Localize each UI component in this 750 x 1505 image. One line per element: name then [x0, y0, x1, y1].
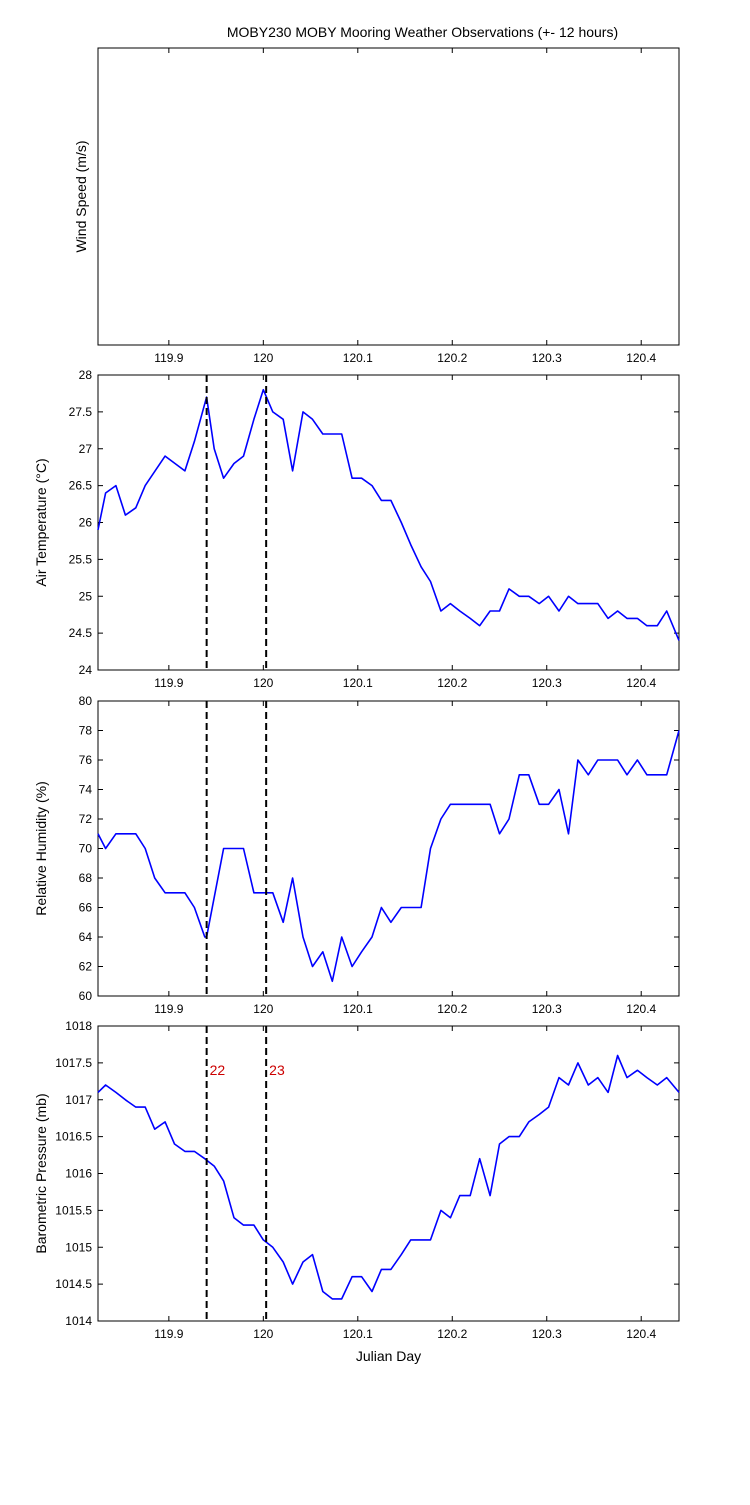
x-tick-label: 120.4	[626, 1002, 656, 1016]
y-axis-label: Relative Humidity (%)	[33, 781, 49, 916]
y-tick-label: 28	[79, 368, 93, 382]
y-axis-label: Wind Speed (m/s)	[73, 140, 89, 252]
x-axis-label: Julian Day	[356, 1348, 421, 1364]
x-tick-label: 120.4	[626, 351, 656, 365]
x-tick-label: 120	[253, 1327, 273, 1341]
x-tick-label: 120.3	[532, 1002, 562, 1016]
x-tick-label: 120.3	[532, 1327, 562, 1341]
y-tick-label: 78	[79, 724, 93, 738]
y-tick-label: 62	[79, 960, 93, 974]
y-tick-label: 66	[79, 901, 93, 915]
figure-title: MOBY230 MOBY Mooring Weather Observation…	[226, 24, 619, 40]
x-tick-label: 120	[253, 676, 273, 690]
y-tick-label: 25.5	[69, 552, 93, 566]
y-tick-label: 1018	[65, 1019, 92, 1033]
x-tick-label: 119.9	[154, 1327, 183, 1341]
y-axis-label: Air Temperature (°C)	[33, 458, 49, 586]
x-tick-label: 120	[253, 1002, 273, 1016]
y-tick-label: 1016	[65, 1167, 92, 1181]
event-marker-label: 23	[269, 1062, 285, 1078]
y-tick-label: 1014.5	[55, 1277, 92, 1291]
panel-1	[97, 47, 680, 346]
y-tick-label: 24.5	[69, 626, 93, 640]
series-line	[97, 730, 680, 983]
x-tick-label: 120.2	[437, 676, 467, 690]
x-tick-label: 119.9	[154, 676, 183, 690]
y-tick-label: 24	[79, 663, 93, 677]
x-tick-label: 120.1	[343, 1327, 373, 1341]
y-tick-label: 1014	[65, 1314, 92, 1328]
y-tick-label: 27	[79, 442, 93, 456]
series-line	[97, 388, 680, 641]
y-tick-label: 26.5	[69, 479, 93, 493]
y-tick-label: 1016.5	[55, 1130, 92, 1144]
x-tick-label: 120.4	[626, 676, 656, 690]
panel-3	[97, 700, 680, 997]
y-tick-label: 70	[79, 842, 93, 856]
axes-frame	[97, 1025, 680, 1322]
y-tick-label: 1017	[65, 1093, 92, 1107]
y-tick-label: 74	[79, 783, 93, 797]
y-tick-label: 1015.5	[55, 1203, 92, 1217]
event-marker-label: 22	[210, 1062, 226, 1078]
x-tick-label: 119.9	[154, 1002, 183, 1016]
x-tick-label: 120.1	[343, 676, 373, 690]
series-line	[97, 1054, 680, 1300]
axes-frame	[97, 700, 680, 997]
y-tick-label: 64	[79, 930, 93, 944]
x-tick-label: 120.1	[343, 1002, 373, 1016]
x-tick-label: 120	[253, 351, 273, 365]
x-tick-label: 120.4	[626, 1327, 656, 1341]
x-tick-label: 120.3	[532, 676, 562, 690]
x-tick-label: 120.1	[343, 351, 373, 365]
axes-frame	[97, 47, 680, 346]
y-tick-label: 72	[79, 812, 93, 826]
x-tick-label: 120.2	[437, 351, 467, 365]
y-tick-label: 60	[79, 989, 93, 1003]
y-tick-label: 27.5	[69, 405, 93, 419]
x-tick-label: 120.2	[437, 1002, 467, 1016]
y-tick-label: 1015	[65, 1240, 92, 1254]
y-tick-label: 26	[79, 516, 93, 530]
y-tick-label: 25	[79, 589, 93, 603]
x-tick-label: 120.3	[532, 351, 562, 365]
panel-2	[97, 374, 680, 671]
y-tick-label: 68	[79, 871, 93, 885]
y-axis-label: Barometric Pressure (mb)	[33, 1093, 49, 1253]
y-tick-label: 80	[79, 694, 93, 708]
x-tick-label: 120.2	[437, 1327, 467, 1341]
y-tick-label: 76	[79, 753, 93, 767]
panel-4	[97, 1025, 680, 1322]
y-tick-label: 1017.5	[55, 1056, 92, 1070]
axes-frame	[97, 374, 680, 671]
x-tick-label: 119.9	[154, 351, 183, 365]
